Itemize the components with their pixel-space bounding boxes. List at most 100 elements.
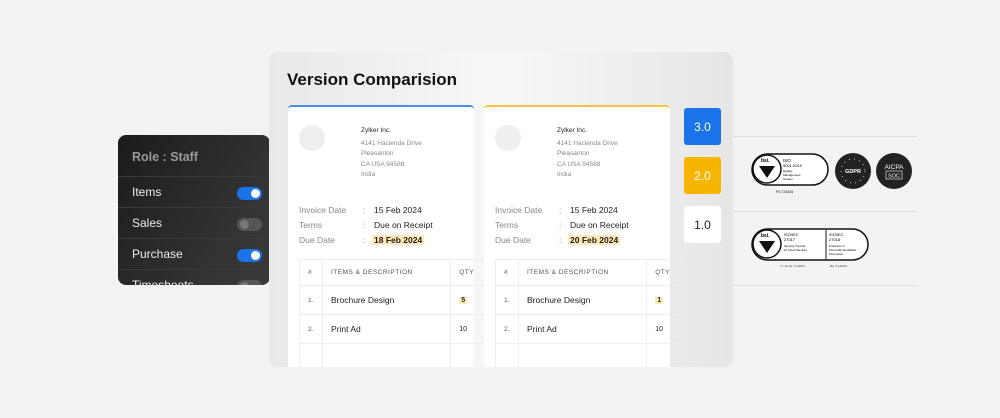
permission-row-purchase: Purchase bbox=[118, 238, 270, 269]
item-qty: 5 bbox=[459, 296, 468, 304]
svg-text:PII 714533: PII 714533 bbox=[830, 265, 847, 267]
due-date-label: Due Date bbox=[495, 235, 531, 245]
version-button-2.0[interactable]: 2.0 bbox=[684, 157, 721, 194]
version-button-3.0[interactable]: 3.0 bbox=[684, 108, 721, 145]
svg-text:Quality: Quality bbox=[783, 169, 793, 173]
svg-text:Personally Identifiable: Personally Identifiable bbox=[829, 248, 857, 252]
page-title: Version Comparision bbox=[287, 70, 458, 89]
due-date-value-highlighted: 18 Feb 2024 bbox=[372, 235, 425, 245]
table-row bbox=[495, 343, 681, 367]
company-logo-placeholder bbox=[495, 125, 521, 151]
terms-value: Due on Receipt bbox=[374, 220, 433, 230]
certification-badges: bsi. ISO 9001:2015 Quality Management Sy… bbox=[751, 153, 912, 267]
terms-label: Terms bbox=[495, 220, 519, 230]
due-date-row: Due Date:20 Feb 2024 bbox=[495, 235, 621, 245]
permission-toggle[interactable] bbox=[237, 218, 262, 231]
table-header: # ITEMS & DESCRIPTION QTY bbox=[299, 259, 485, 286]
invoice-version-card: Zylker Inc. 4141 Hacienda Drive Pleasanto… bbox=[288, 105, 485, 367]
permission-toggle[interactable] bbox=[237, 249, 262, 262]
column-header: # bbox=[495, 259, 519, 286]
permission-label: Sales bbox=[132, 216, 163, 230]
permission-toggle[interactable] bbox=[237, 187, 262, 200]
company-name: Zylker Inc. bbox=[361, 127, 391, 134]
svg-text:ISO: ISO bbox=[783, 158, 791, 163]
item-name: Print Ad bbox=[517, 314, 648, 344]
address-line: 4141 Hacienda Drive bbox=[361, 140, 422, 147]
svg-text:AICPA: AICPA bbox=[884, 164, 904, 171]
toggle-knob bbox=[251, 251, 260, 260]
svg-text:CLOUD 714532: CLOUD 714532 bbox=[780, 265, 805, 267]
table-row bbox=[299, 343, 485, 367]
permission-label: Items bbox=[132, 185, 162, 199]
permission-label: Purchase bbox=[132, 247, 183, 261]
permission-label: Timesheets bbox=[132, 278, 194, 285]
invoice-date-value: 15 Feb 2024 bbox=[570, 205, 618, 215]
svg-text:SOC: SOC bbox=[888, 174, 900, 180]
due-date-label: Due Date bbox=[299, 235, 335, 245]
svg-text:9001:2015: 9001:2015 bbox=[783, 163, 803, 168]
address-line: 4141 Hacienda Drive bbox=[557, 140, 618, 147]
invoice-version-card: Zylker Inc. 4141 Hacienda Drive Pleasanto… bbox=[484, 105, 681, 367]
items-table: # ITEMS & DESCRIPTION QTY 1. Brochure Desig… bbox=[495, 259, 681, 367]
invoice-date-label: Invoice Date bbox=[495, 205, 543, 215]
permission-row-timesheets: Timesheets bbox=[118, 269, 270, 285]
company-logo-placeholder bbox=[299, 125, 325, 151]
table-row: 1. Brochure Design 1 bbox=[495, 285, 681, 315]
permission-toggle[interactable] bbox=[237, 280, 262, 285]
svg-text:27017: 27017 bbox=[784, 237, 796, 242]
svg-text:Information: Information bbox=[829, 252, 843, 256]
item-qty: 10 bbox=[459, 325, 468, 333]
address-line: India bbox=[557, 170, 572, 178]
gdpr-badge: GDPR bbox=[835, 153, 871, 189]
company-address: 4141 Hacienda Drive Pleasanton CA USA 9458… bbox=[361, 139, 422, 180]
table-row: 1. Brochure Design 5 bbox=[299, 285, 485, 315]
svg-text:GDPR: GDPR bbox=[845, 169, 861, 175]
row-number: 1. bbox=[299, 285, 323, 315]
svg-text:Management: Management bbox=[783, 173, 801, 177]
address-line: CA USA 94588 bbox=[557, 160, 601, 168]
svg-text:bsi.: bsi. bbox=[761, 158, 770, 164]
item-name: Print Ad bbox=[321, 314, 452, 344]
svg-text:Protection of: Protection of bbox=[829, 244, 845, 248]
version-button-1.0[interactable]: 1.0 bbox=[684, 206, 721, 243]
due-date-value-highlighted: 20 Feb 2024 bbox=[568, 235, 621, 245]
toggle-knob bbox=[251, 189, 260, 198]
version-comparison-panel: Version Comparision Zylker Inc. 4141 Hac… bbox=[269, 52, 733, 367]
terms-label: Terms bbox=[299, 220, 323, 230]
svg-text:bsi.: bsi. bbox=[761, 233, 770, 239]
item-qty: 10 bbox=[655, 325, 664, 333]
column-header: QTY bbox=[450, 259, 485, 286]
table-row: 2. Print Ad 10 bbox=[495, 314, 681, 344]
terms-row: Terms: Due on Receipt bbox=[299, 220, 433, 230]
column-header: ITEMS & DESCRIPTION bbox=[517, 259, 648, 286]
item-name: Brochure Design bbox=[517, 285, 648, 315]
company-name: Zylker Inc. bbox=[557, 127, 587, 134]
toggle-knob bbox=[240, 282, 249, 285]
terms-value: Due on Receipt bbox=[570, 220, 629, 230]
invoice-date-label: Invoice Date bbox=[299, 205, 347, 215]
items-table: # ITEMS & DESCRIPTION QTY 1. Brochure Desig… bbox=[299, 259, 485, 367]
svg-text:Security Controls: Security Controls bbox=[784, 244, 806, 248]
invoice-date-row: Invoice Date:15 Feb 2024 bbox=[495, 205, 618, 215]
role-title: Role : Staff bbox=[132, 150, 198, 164]
invoice-date-row: Invoice Date:15 Feb 2024 bbox=[299, 205, 422, 215]
column-header: ITEMS & DESCRIPTION bbox=[321, 259, 452, 286]
address-line: Pleasanton bbox=[361, 150, 394, 158]
svg-text:27018: 27018 bbox=[829, 237, 841, 242]
invoice-date-value: 15 Feb 2024 bbox=[374, 205, 422, 215]
terms-row: Terms: Due on Receipt bbox=[495, 220, 629, 230]
address-line: Pleasanton bbox=[557, 150, 590, 158]
table-header: # ITEMS & DESCRIPTION QTY bbox=[495, 259, 681, 286]
divider bbox=[733, 211, 917, 212]
svg-text:for Cloud Services: for Cloud Services bbox=[784, 248, 807, 252]
svg-text:FS 724104: FS 724104 bbox=[776, 190, 793, 194]
svg-text:System: System bbox=[783, 177, 794, 181]
due-date-row: Due Date:18 Feb 2024 bbox=[299, 235, 425, 245]
company-address: 4141 Hacienda Drive Pleasanton CA USA 9458… bbox=[557, 139, 618, 180]
divider bbox=[733, 285, 917, 286]
bsi-iso-9001-badge: bsi. ISO 9001:2015 Quality Management Sy… bbox=[751, 153, 829, 194]
permission-row-items: Items bbox=[118, 176, 270, 207]
address-line: India bbox=[361, 170, 376, 178]
item-qty: 1 bbox=[655, 296, 664, 304]
